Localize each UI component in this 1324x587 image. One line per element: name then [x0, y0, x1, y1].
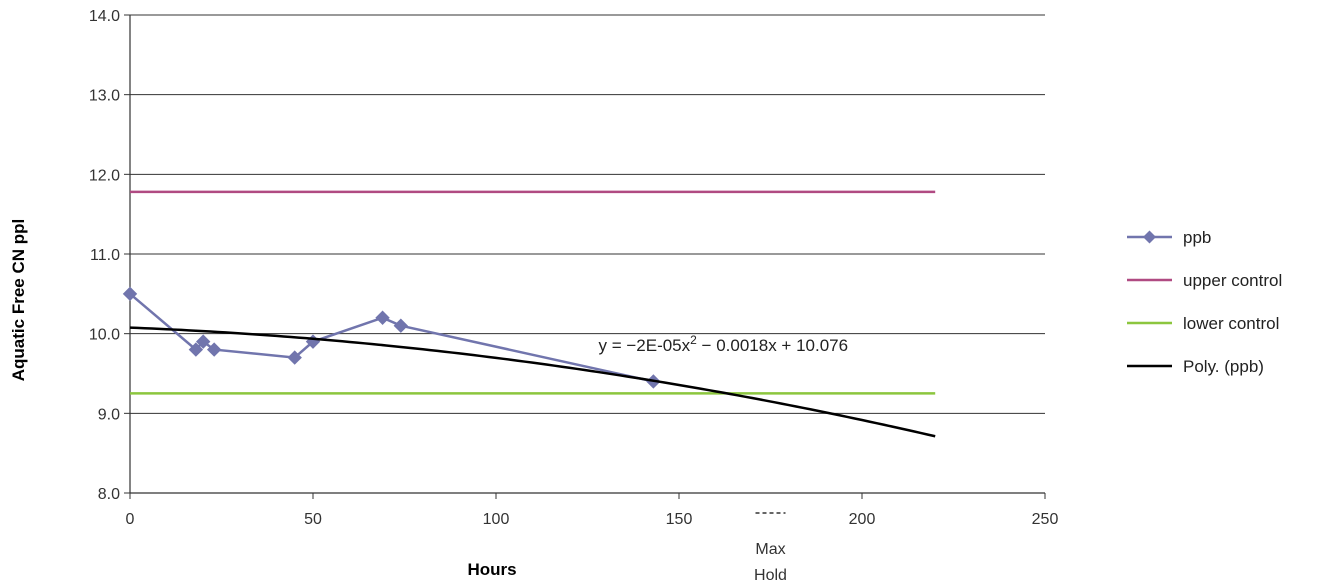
- max-hold-annotation: Max Hold: [754, 512, 787, 584]
- legend: ppb upper control lower control Poly. (ppb): [1127, 228, 1282, 376]
- x-tick-label: 50: [304, 511, 322, 528]
- y-tick-label: 11.0: [90, 247, 120, 264]
- legend-marker-ppb: [1143, 230, 1156, 244]
- ppb-data-point: [287, 350, 302, 365]
- x-tick-label: 150: [666, 511, 693, 528]
- equation-suffix: − 0.0018x + 10.076: [697, 336, 848, 355]
- y-tick-label: 13.0: [89, 88, 120, 105]
- y-tick-label: 12.0: [89, 167, 120, 184]
- x-tick-label: 200: [849, 511, 876, 528]
- y-axis-title: Aquatic Free CN ppl: [9, 219, 28, 381]
- ppb-data-point: [393, 318, 409, 333]
- x-tick-label: 250: [1032, 511, 1059, 528]
- legend-label-ppb: ppb: [1183, 228, 1211, 247]
- x-tick-label: 0: [126, 511, 135, 528]
- ppb-data-point: [375, 310, 390, 325]
- ppb-data-point: [188, 342, 204, 357]
- equation-prefix: y = −2E-05x: [598, 336, 690, 355]
- y-tick-label: 10.0: [89, 327, 120, 344]
- y-tick-label: 14.0: [89, 8, 120, 25]
- legend-label-upper-control: upper control: [1183, 271, 1282, 290]
- ppb-data-point: [195, 334, 211, 349]
- trendline-equation: y = −2E-05x2 − 0.0018x + 10.076: [598, 333, 848, 355]
- axis-layer: 8.0 9.0 10.0 11.0 12.0 13.0 14.0 0 50 100 150 200 25…: [89, 8, 1059, 528]
- series-layer: [122, 190, 936, 438]
- x-axis-title: Hours: [467, 560, 516, 579]
- ppb-data-point: [206, 342, 222, 357]
- y-tick-label: 8.0: [98, 486, 120, 503]
- ppb-data-point: [122, 286, 138, 302]
- equation-superscript: 2: [690, 333, 697, 347]
- grid-layer: [130, 14, 1045, 414]
- max-hold-label-line2: Hold: [754, 567, 787, 584]
- poly-trendline: [129, 326, 936, 438]
- x-tick-label: 100: [483, 511, 510, 528]
- y-tick-label: 9.0: [98, 406, 120, 423]
- legend-label-poly-ppb: Poly. (ppb): [1183, 357, 1264, 376]
- max-hold-label-line1: Max: [755, 541, 785, 558]
- legend-label-lower-control: lower control: [1183, 314, 1279, 333]
